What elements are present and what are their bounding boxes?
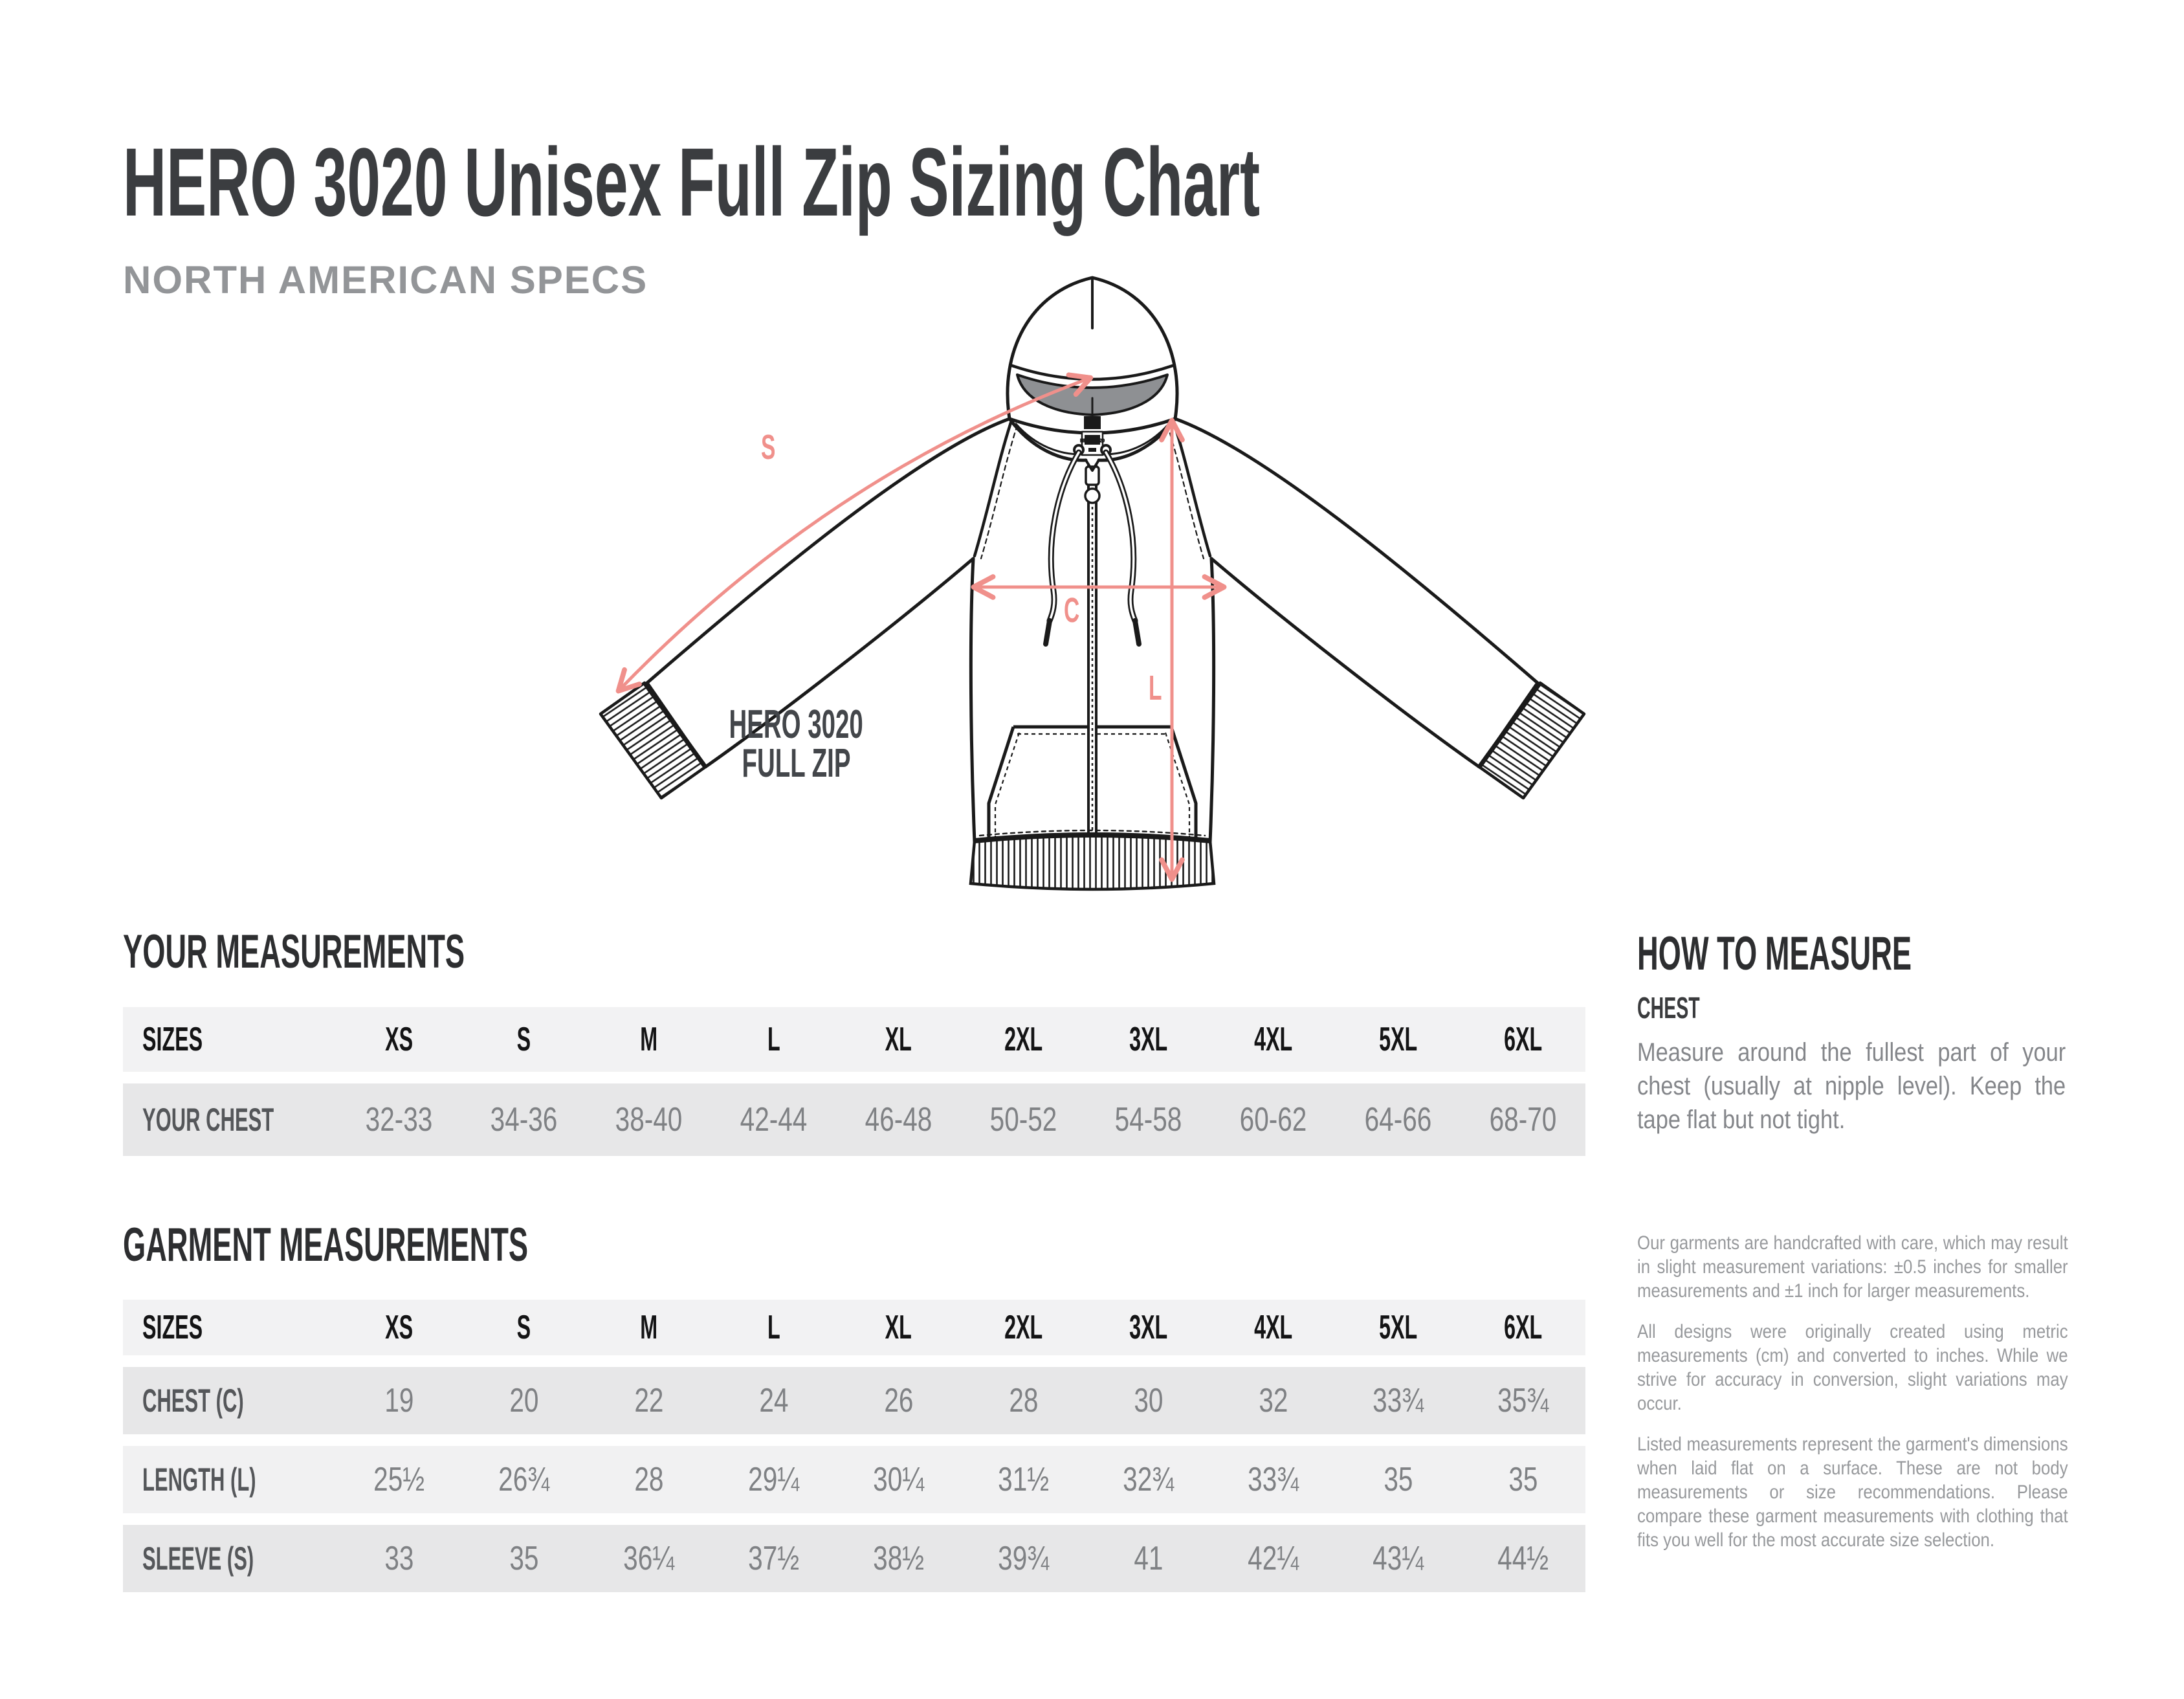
column-header: M <box>640 1021 657 1058</box>
table-value: 33¾ <box>1373 1382 1424 1419</box>
column-header: 3XL <box>1129 1021 1168 1058</box>
column-header: SIZES <box>142 1309 203 1346</box>
table-value: 54-58 <box>1114 1101 1182 1138</box>
table-value: 35 <box>1508 1461 1538 1498</box>
column-header: M <box>640 1309 657 1346</box>
table-header-row: SIZES XS S M L XL 2XL 3XL 4XL 5XL 6XL <box>123 1300 1585 1355</box>
column-header: L <box>767 1021 780 1058</box>
note-paragraph: All designs were originally created usin… <box>1637 1321 2068 1414</box>
your-measurements-table: SIZES XS S M L XL 2XL 3XL 4XL 5XL 6XL YO… <box>123 1007 1585 1168</box>
column-header: 4XL <box>1253 1021 1293 1058</box>
note-paragraph: Our garments are handcrafted with care, … <box>1637 1232 2068 1302</box>
column-header: L <box>767 1309 780 1346</box>
row-label: CHEST (C) <box>142 1383 244 1419</box>
svg-text:HERO 3020: HERO 3020 <box>1080 439 1105 443</box>
sleeve-arrow <box>615 372 1094 694</box>
column-header: 3XL <box>1129 1309 1168 1346</box>
table-value: 35 <box>1383 1461 1413 1498</box>
table-value: 41 <box>1133 1540 1164 1577</box>
table-value: 32 <box>1258 1382 1288 1419</box>
row-label: SLEEVE (S) <box>142 1540 254 1577</box>
table-value: 42¼ <box>1248 1540 1299 1577</box>
table-value: 33¾ <box>1248 1461 1299 1498</box>
table-row-length: LENGTH (L) 25½ 26¾ 28 29¼ 30¼ 31½ 32¾ 33… <box>123 1446 1585 1513</box>
table-value: 32¾ <box>1123 1461 1174 1498</box>
table-row-sleeve: SLEEVE (S) 33 35 36¼ 37½ 38½ 39¾ 41 42¼ … <box>123 1525 1585 1592</box>
table-value: 43¼ <box>1373 1540 1424 1577</box>
column-header: 6XL <box>1503 1021 1543 1058</box>
column-header: 2XL <box>1004 1309 1043 1346</box>
table-value: 38½ <box>873 1540 924 1577</box>
column-header: 4XL <box>1253 1309 1293 1346</box>
table-value: 50-52 <box>989 1101 1057 1138</box>
table-value: 38-40 <box>615 1101 683 1138</box>
table-header-row: SIZES XS S M L XL 2XL 3XL 4XL 5XL 6XL <box>123 1007 1585 1072</box>
row-label: YOUR CHEST <box>142 1102 274 1138</box>
table-row-chest: CHEST (C) 19 20 22 24 26 28 30 32 33¾ 35… <box>123 1367 1585 1434</box>
note-paragraph: Listed measurements represent the garmen… <box>1637 1434 2068 1551</box>
page-title: HERO 3020 Unisex Full Zip Sizing Chart <box>123 128 1261 236</box>
table-value: 22 <box>634 1382 664 1419</box>
column-header: XL <box>885 1309 912 1346</box>
table-value: 30¼ <box>873 1461 924 1498</box>
table-value: 19 <box>384 1382 414 1419</box>
sleeve-arrow-label: S <box>761 428 776 467</box>
diagram-caption: HERO 3020 FULL ZIP <box>729 702 863 786</box>
column-header: 2XL <box>1004 1021 1043 1058</box>
how-to-measure-heading: HOW TO MEASURE <box>1637 927 1912 980</box>
column-header: 6XL <box>1503 1309 1543 1346</box>
row-label: LENGTH (L) <box>142 1461 256 1498</box>
table-value: 28 <box>1008 1382 1039 1419</box>
table-value: 46-48 <box>865 1101 932 1138</box>
how-to-measure-body: Measure around the fullest part of your … <box>1637 1038 2066 1134</box>
table-value: 42-44 <box>740 1101 808 1138</box>
table-value: 33 <box>384 1540 414 1577</box>
table-value: 68-70 <box>1489 1101 1557 1138</box>
measurement-notes: Our garments are handcrafted with care, … <box>1637 1231 2068 1569</box>
measurement-arrows <box>615 372 1227 882</box>
page-subtitle: NORTH AMERICAN SPECS <box>123 258 648 302</box>
table-value: 30 <box>1133 1382 1164 1419</box>
table-value: 20 <box>509 1382 539 1419</box>
chest-arrow-label: C <box>1064 591 1080 630</box>
table-value: 36¼ <box>623 1540 674 1577</box>
table-value: 32-33 <box>365 1101 433 1138</box>
table-value: 35 <box>509 1540 539 1577</box>
table-value: 28 <box>634 1461 664 1498</box>
table-value: 60-62 <box>1239 1101 1307 1138</box>
column-header: S <box>516 1309 531 1346</box>
table-value: 31½ <box>998 1461 1049 1498</box>
cuffs <box>599 681 1586 800</box>
garment-measurements-heading: GARMENT MEASUREMENTS <box>123 1219 529 1271</box>
table-value: 37½ <box>748 1540 799 1577</box>
garment-measurements-table: SIZES XS S M L XL 2XL 3XL 4XL 5XL 6XL CH… <box>123 1300 1585 1604</box>
column-header: XS <box>384 1021 414 1058</box>
table-value: 26 <box>883 1382 914 1419</box>
how-to-measure-subheading: CHEST <box>1637 991 1700 1025</box>
table-value: 24 <box>758 1382 789 1419</box>
table-row: YOUR CHEST 32-33 34-36 38-40 42-44 46-48… <box>123 1083 1585 1156</box>
your-measurements-heading: YOUR MEASUREMENTS <box>123 926 465 978</box>
column-header: XL <box>885 1021 912 1058</box>
table-value: 29¼ <box>748 1461 799 1498</box>
column-header: 5XL <box>1378 1021 1418 1058</box>
hood: HERO 3020 <box>1006 276 1179 472</box>
table-value: 64-66 <box>1364 1101 1432 1138</box>
hoodie-diagram: HERO 3020 <box>599 276 1586 891</box>
length-arrow-label: L <box>1149 669 1162 707</box>
table-value: 26¾ <box>498 1461 549 1498</box>
column-header: XS <box>384 1309 414 1346</box>
table-value: 34-36 <box>490 1101 558 1138</box>
column-header: S <box>516 1021 531 1058</box>
column-header: SIZES <box>142 1021 203 1058</box>
column-header: 5XL <box>1378 1309 1418 1346</box>
table-value: 39¾ <box>998 1540 1049 1577</box>
table-value: 35¾ <box>1497 1382 1549 1419</box>
table-value: 25½ <box>373 1461 425 1498</box>
table-value: 44½ <box>1497 1540 1549 1577</box>
hem-band <box>969 832 1216 891</box>
